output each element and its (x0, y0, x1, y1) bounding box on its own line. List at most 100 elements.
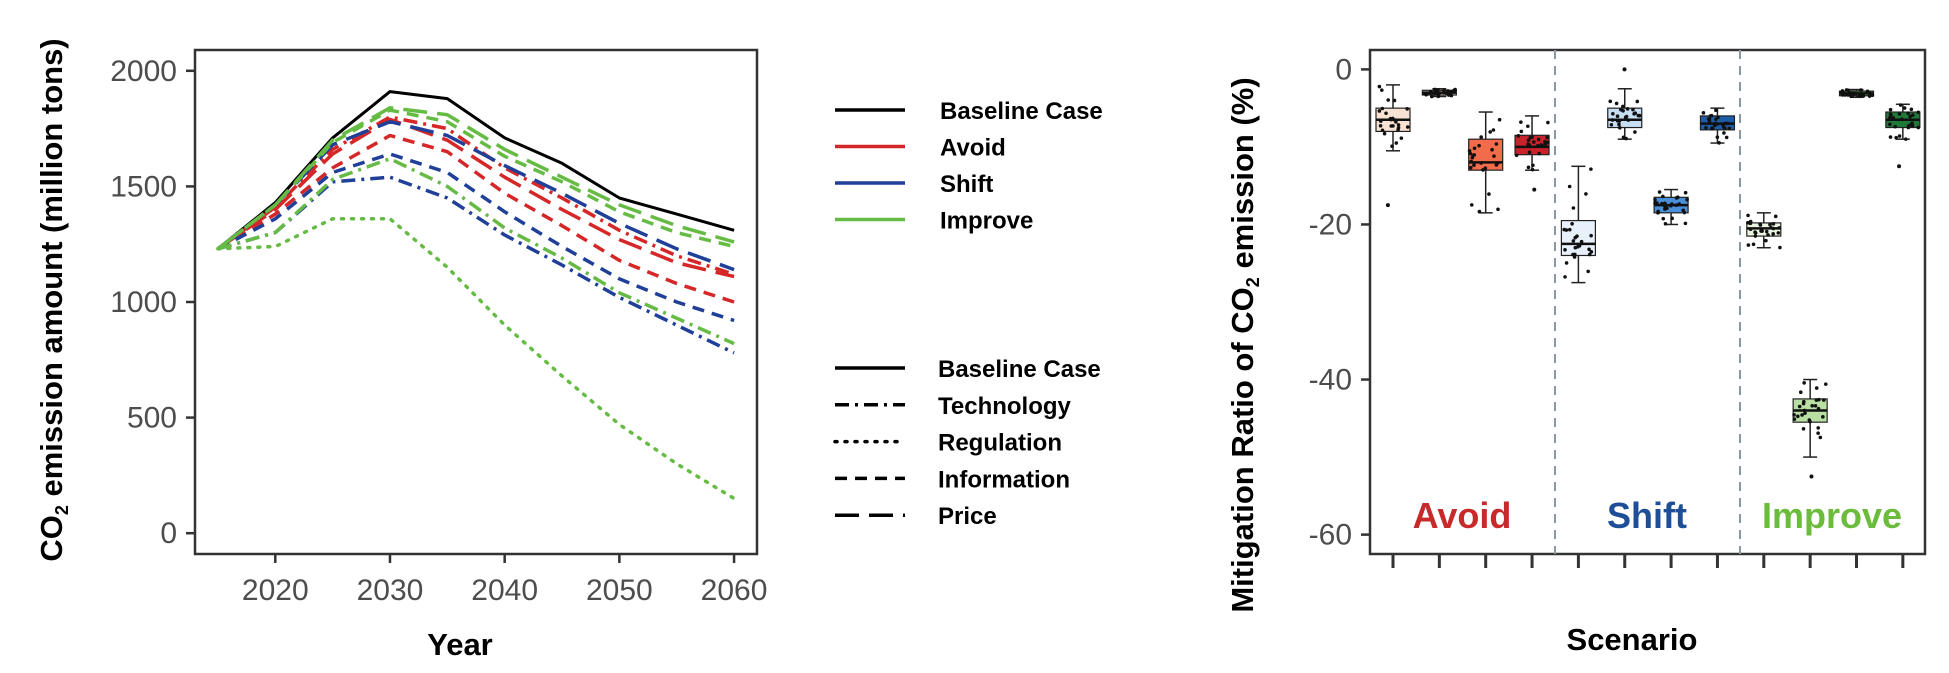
series-line-avoid-price (216, 117, 735, 279)
box-improve-1 (1746, 212, 1782, 250)
box-jitter-point (1564, 261, 1569, 265)
box-jitter-point (1653, 197, 1657, 202)
box-jitter-point (1801, 427, 1806, 431)
box-jitter-point (1575, 234, 1579, 238)
box-jitter-point (1661, 194, 1665, 199)
box-jitter-point (1796, 414, 1800, 419)
box-jitter-point (1626, 118, 1631, 122)
box-jitter-point (1535, 143, 1540, 148)
box-jitter-point (1903, 137, 1908, 141)
box-shift-4 (1699, 107, 1736, 145)
box-jitter-point (1810, 403, 1815, 408)
box-jitter-point (1661, 216, 1666, 221)
box-jitter-point (1623, 115, 1628, 120)
box-jitter-point (1888, 135, 1893, 139)
box-jitter-point (1536, 137, 1541, 142)
box-jitter-point (1589, 250, 1594, 254)
box-jitter-point (1494, 142, 1499, 146)
box-jitter-point (1579, 239, 1584, 244)
box-jitter-point (1389, 124, 1394, 128)
box-improve-3 (1838, 88, 1875, 99)
box-jitter-point (1727, 126, 1732, 131)
box-jitter-point (1760, 229, 1764, 233)
box-jitter-point (1773, 214, 1778, 219)
box-jitter-point (1777, 226, 1782, 230)
y-tick-label: 0 (160, 517, 177, 550)
box-jitter-point (1496, 207, 1500, 212)
box-iqr (1514, 134, 1550, 156)
box-chart-x-axis (1391, 554, 1905, 568)
box-jitter-point (1818, 435, 1823, 440)
box-jitter-point (1663, 222, 1668, 226)
box-jitter-point (1709, 113, 1714, 118)
legend-linetype-label: Technology (938, 393, 1072, 420)
line-chart-series (216, 90, 736, 501)
legend-linetype-label: Price (938, 503, 997, 530)
series-line-improve-regulation (216, 217, 736, 501)
box-jitter-point (1908, 114, 1912, 119)
box-chart: 0-20-40-60 Avoid Shift Improve Scenario … (1225, 48, 1927, 657)
box-jitter-point (1469, 203, 1474, 207)
box-avoid-4 (1514, 115, 1550, 192)
box-jitter-point (1764, 229, 1769, 234)
box-jitter-point (1563, 247, 1567, 252)
box-jitter-point (1468, 151, 1473, 156)
box-jitter-point (1378, 123, 1383, 128)
box-jitter-point (1621, 104, 1625, 109)
box-jitter-point (1532, 140, 1536, 144)
box-jitter-point (1722, 131, 1726, 135)
box-jitter-point (1618, 126, 1622, 130)
box-jitter-point (1675, 195, 1680, 200)
box-jitter-point (1563, 275, 1567, 279)
box-jitter-point (1891, 116, 1896, 120)
box-jitter-point (1526, 165, 1531, 170)
box-jitter-point (1514, 153, 1519, 158)
box-jitter-point (1609, 122, 1614, 127)
box-jitter-point (1717, 141, 1721, 145)
box-jitter-point (1492, 154, 1496, 158)
box-jitter-point (1898, 103, 1903, 107)
box-jitter-point (1614, 101, 1619, 106)
box-jitter-point (1814, 386, 1819, 390)
box-jitter-point (1816, 406, 1821, 411)
box-jitter-point (1655, 201, 1659, 205)
line-chart-x-axis-title: Year (427, 627, 493, 662)
box-jitter-point (1539, 143, 1543, 147)
box-jitter-point (1701, 111, 1706, 115)
legend-color-label: Baseline Case (940, 98, 1103, 125)
box-jitter-point (1608, 99, 1613, 104)
box-shift-2 (1607, 67, 1643, 141)
box-jitter-point (1670, 216, 1674, 221)
box-jitter-point (1816, 426, 1821, 430)
box-jitter-point (1546, 120, 1550, 125)
box-jitter-point (1570, 222, 1574, 226)
box-jitter-point (1479, 161, 1483, 165)
box-jitter-point (1748, 219, 1753, 224)
series-line-shift-price (216, 119, 735, 272)
box-jitter-point (1859, 88, 1863, 92)
box-jitter-point (1870, 93, 1875, 98)
box-jitter-point (1776, 231, 1781, 235)
box-jitter-point (1586, 269, 1590, 274)
legend-color-label: Avoid (940, 135, 1006, 162)
box-jitter-point (1802, 381, 1806, 385)
box-jitter-point (1488, 130, 1492, 134)
box-jitter-point (1611, 111, 1615, 116)
box-avoid-3 (1467, 111, 1504, 214)
box-jitter-point (1497, 117, 1502, 122)
y-tick-label: 1500 (110, 170, 177, 203)
box-outlier-point (1532, 187, 1537, 192)
box-jitter-point (1906, 125, 1911, 130)
box-outlier-point (1809, 474, 1814, 479)
box-jitter-point (1526, 124, 1530, 129)
x-tick-label: 2020 (242, 574, 309, 607)
group-label-shift: Shift (1607, 495, 1687, 536)
box-jitter-point (1766, 233, 1770, 237)
legend-color-label: Improve (940, 208, 1033, 235)
box-jitter-point (1519, 129, 1524, 134)
box-jitter-point (1396, 123, 1401, 127)
box-jitter-point (1446, 89, 1450, 93)
box-jitter-point (1545, 135, 1549, 140)
box-jitter-point (1429, 94, 1434, 99)
box-jitter-point (1531, 163, 1535, 168)
